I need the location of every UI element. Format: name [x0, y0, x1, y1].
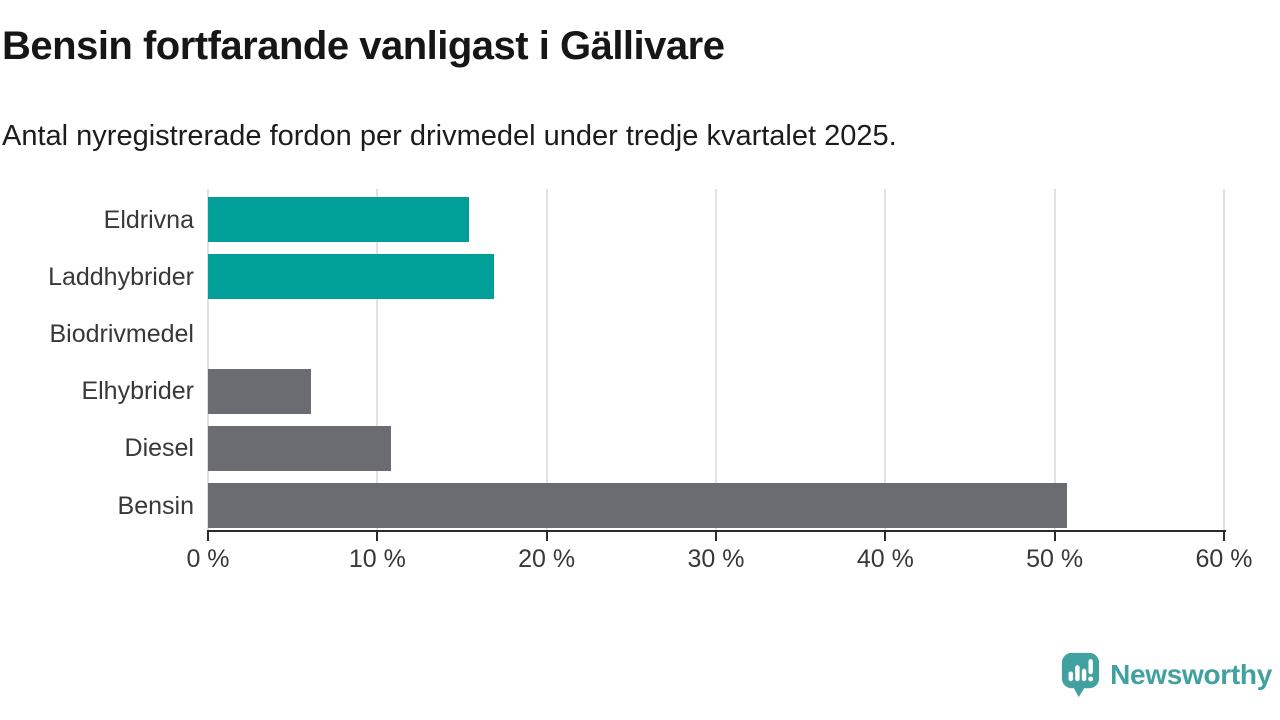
category-label-diesel: Diesel	[124, 434, 194, 463]
x-tick-label-50: 50 %	[1026, 545, 1084, 573]
gridline-10	[376, 189, 379, 531]
gridline-40	[884, 189, 887, 531]
newsworthy-branding: Newsworthy	[1059, 652, 1272, 698]
gridline-0	[207, 189, 209, 531]
gridline-60	[1223, 189, 1225, 531]
x-tick-label-20: 20 %	[518, 545, 576, 573]
category-label-bensin: Bensin	[117, 491, 194, 520]
x-tick-label-60: 60 %	[1195, 545, 1253, 573]
category-label-biodrivmedel: Biodrivmedel	[49, 320, 194, 348]
x-tick-mark-40	[884, 530, 887, 541]
x-tick-mark-30	[715, 530, 717, 541]
x-tick-mark-60	[1223, 530, 1225, 541]
category-label-laddhybrider: Laddhybrider	[48, 262, 194, 291]
gridline-30	[715, 189, 717, 531]
category-label-elhybrider: Elhybrider	[81, 377, 194, 406]
category-label-eldrivna: Eldrivna	[103, 205, 194, 234]
newsworthy-logo-text: Newsworthy	[1110, 659, 1272, 690]
bar-elhybrider	[208, 368, 312, 414]
bar-diesel	[208, 425, 391, 471]
bar-eldrivna	[208, 197, 469, 242]
x-tick-label-10: 10 %	[348, 545, 406, 573]
chart-subtitle: Antal nyregistrerade fordon per drivmede…	[2, 120, 897, 152]
x-tick-label-40: 40 %	[856, 545, 914, 573]
x-tick-mark-10	[376, 530, 379, 541]
bar-bensin	[208, 483, 1067, 528]
newsworthy-logo-icon	[1061, 652, 1100, 698]
bar-laddhybrider	[208, 254, 495, 300]
gridline-50	[1053, 189, 1056, 531]
x-tick-label-0: 0 %	[186, 545, 230, 573]
x-tick-label-30: 30 %	[687, 545, 745, 573]
x-tick-mark-0	[207, 530, 209, 541]
chart-title: Bensin fortfarande vanligast i Gällivare	[2, 24, 725, 68]
x-tick-mark-20	[545, 530, 548, 541]
x-tick-mark-50	[1053, 530, 1056, 541]
gridline-20	[545, 189, 548, 531]
